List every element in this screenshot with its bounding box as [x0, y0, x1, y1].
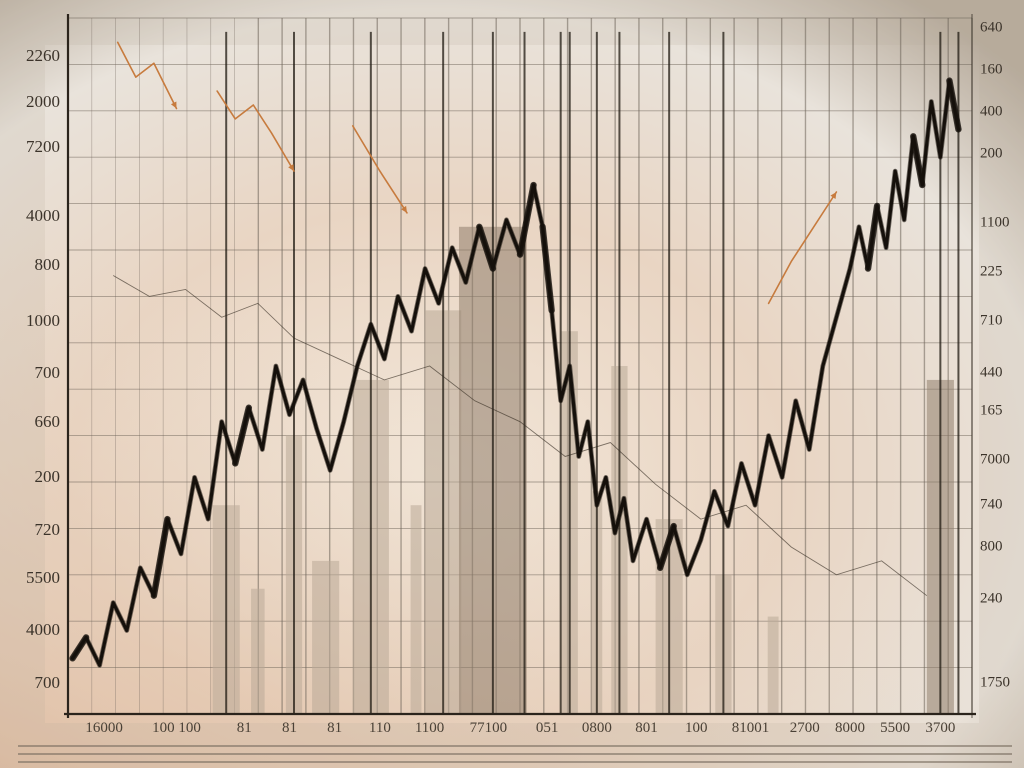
- axis-tick-label: 81: [327, 720, 342, 737]
- axis-tick-label: 7200: [26, 137, 60, 157]
- axis-tick-label: 740: [980, 497, 1003, 514]
- axis-tick-label: 200: [35, 467, 61, 487]
- axis-tick-label: 1750: [980, 674, 1010, 691]
- chart-canvas: [0, 0, 1024, 768]
- axis-tick-label: 2700: [790, 720, 820, 737]
- axis-tick-label: 2260: [26, 46, 60, 66]
- axis-tick-label: 1100: [415, 720, 444, 737]
- axis-tick-label: 4000: [26, 206, 60, 226]
- axis-tick-label: 225: [980, 264, 1003, 281]
- axis-tick-label: 81: [237, 720, 252, 737]
- axis-tick-label: 700: [35, 363, 61, 383]
- stock-chart: 2260200072004000800100070066020072055004…: [0, 0, 1024, 768]
- axis-tick-label: 700: [35, 673, 61, 693]
- axis-tick-label: 4000: [26, 620, 60, 640]
- axis-tick-label: 100: [685, 720, 708, 737]
- axis-tick-label: 640: [980, 20, 1003, 37]
- axis-tick-label: 440: [980, 364, 1003, 381]
- axis-tick-label: 800: [35, 255, 61, 275]
- axis-tick-label: 100 100: [152, 720, 201, 737]
- axis-tick-label: 710: [980, 312, 1003, 329]
- axis-tick-label: 5500: [880, 720, 910, 737]
- axis-tick-label: 240: [980, 591, 1003, 608]
- axis-tick-label: 81001: [732, 720, 770, 737]
- axis-tick-label: 400: [980, 103, 1003, 120]
- axis-tick-label: 5500: [26, 568, 60, 588]
- axis-tick-label: 81: [282, 720, 297, 737]
- axis-tick-label: 051: [536, 720, 559, 737]
- axis-tick-label: 0800: [582, 720, 612, 737]
- axis-tick-label: 16000: [85, 720, 123, 737]
- axis-tick-label: 110: [369, 720, 391, 737]
- axis-tick-label: 200: [980, 145, 1003, 162]
- axis-tick-label: 801: [635, 720, 658, 737]
- axis-tick-label: 77100: [470, 720, 508, 737]
- axis-tick-label: 720: [35, 520, 61, 540]
- axis-tick-label: 165: [980, 403, 1003, 420]
- axis-tick-label: 800: [980, 538, 1003, 555]
- axis-tick-label: 8000: [835, 720, 865, 737]
- axis-tick-label: 1100: [980, 215, 1009, 232]
- axis-tick-label: 7000: [980, 451, 1010, 468]
- axis-tick-label: 160: [980, 62, 1003, 79]
- axis-tick-label: 2000: [26, 92, 60, 112]
- axis-tick-label: 660: [35, 412, 61, 432]
- axis-tick-label: 3700: [925, 720, 955, 737]
- axis-tick-label: 1000: [26, 311, 60, 331]
